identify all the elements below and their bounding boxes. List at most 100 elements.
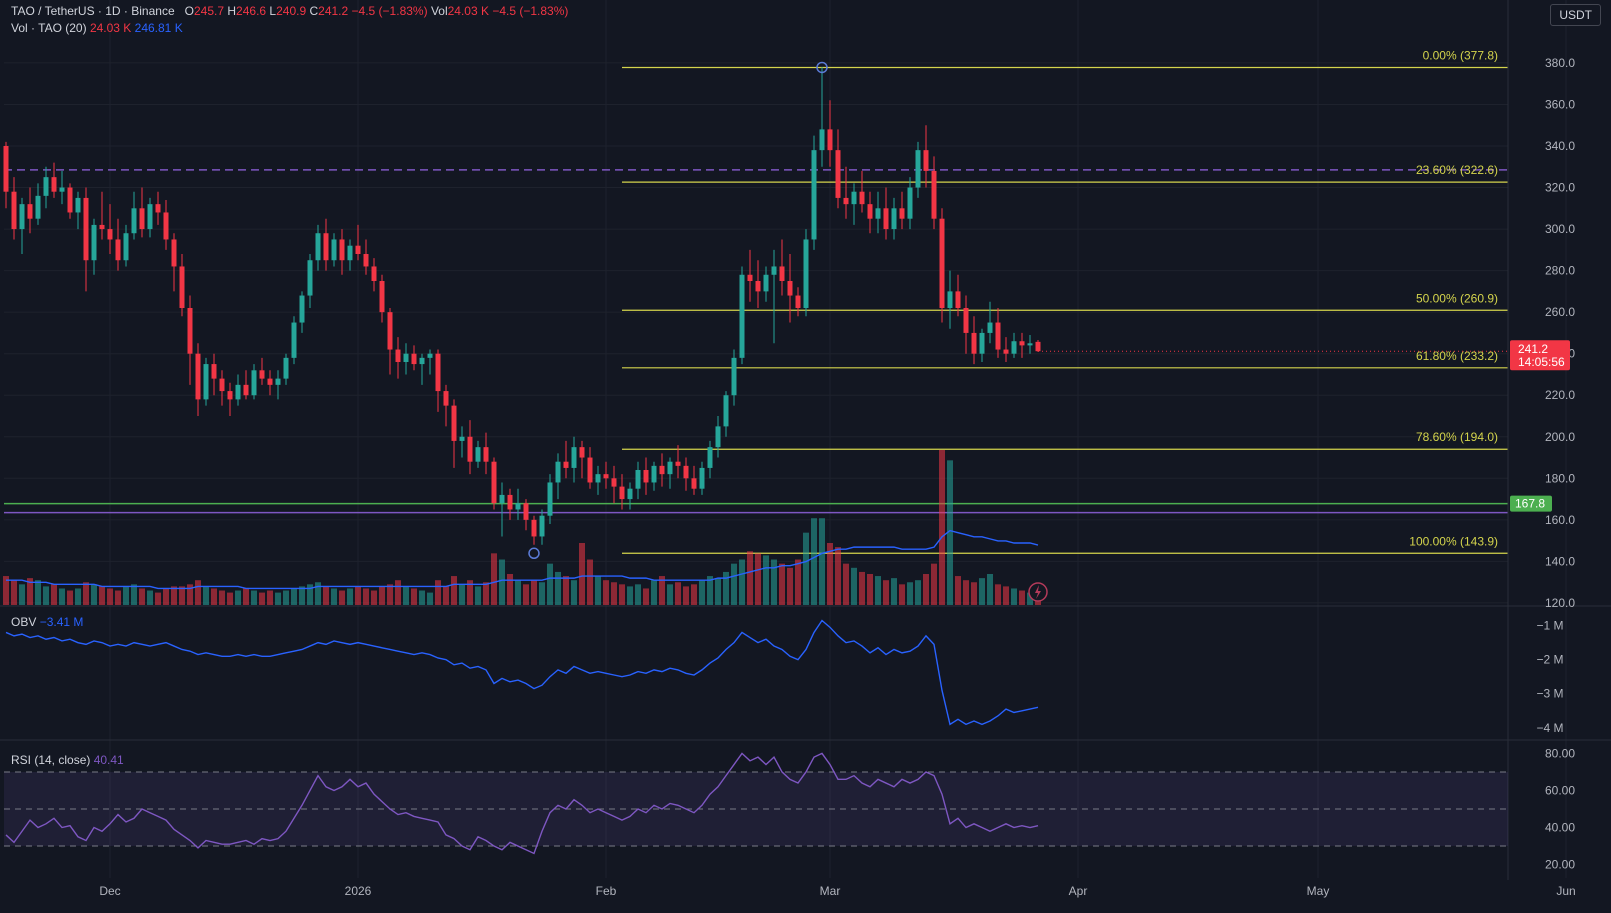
volume-ma-line	[6, 529, 1039, 590]
rsi-tick-label: 40.00	[1545, 821, 1575, 835]
candle-body	[307, 260, 313, 296]
candle-body	[291, 322, 297, 358]
volume-bar	[187, 584, 193, 605]
candle-body	[843, 197, 849, 205]
candle-body	[619, 486, 625, 500]
obv-legend[interactable]: OBV −3.41 M	[11, 614, 83, 630]
rsi-legend[interactable]: RSI (14, close) 40.41	[11, 752, 124, 768]
price-tick-label: 160.0	[1545, 513, 1575, 527]
volume-bar	[219, 590, 225, 605]
fibonacci-retracement[interactable]: 0.00% (377.8) 23.60% (322.6) 50.00% (260.9…	[622, 48, 1508, 554]
candle-body	[627, 488, 633, 500]
candle-body	[299, 295, 305, 323]
volume-bar	[451, 576, 457, 605]
candle-body	[523, 503, 529, 520]
candle-body	[1019, 341, 1025, 346]
volume-bar	[803, 532, 809, 605]
candle-body	[867, 204, 873, 219]
volume-bar	[579, 543, 585, 605]
volume-bar	[675, 582, 681, 605]
volume-bar	[1011, 588, 1017, 605]
candle-body	[219, 378, 225, 392]
volume-bar	[379, 586, 385, 605]
volume-bar	[827, 543, 833, 605]
volume-bar	[323, 586, 329, 605]
price-tick-label: 220.0	[1545, 388, 1575, 402]
volume-bar	[979, 578, 985, 605]
close-value: 241.2	[318, 4, 349, 18]
volume-bar	[987, 574, 993, 605]
candle-body	[99, 224, 105, 230]
symbol-legend[interactable]: TAO / TetherUS · 1D · Binance O245.7 H24…	[11, 3, 568, 19]
volume-legend[interactable]: Vol · TAO (20) 24.03 K 246.81 K	[11, 20, 183, 36]
candle-body	[331, 239, 337, 261]
volume-bar	[875, 576, 881, 605]
candle-body	[675, 461, 681, 466]
candle-body	[227, 391, 233, 400]
candle-body	[267, 378, 273, 385]
obv-tick-label: −4 M	[1536, 721, 1563, 735]
price-tick-label: 320.0	[1545, 181, 1575, 195]
volume-bar	[83, 582, 89, 605]
low-label: L	[269, 4, 277, 18]
candle-body	[699, 467, 705, 489]
volume-bar	[635, 584, 641, 605]
volume-bar	[723, 571, 729, 605]
volume-bar	[779, 563, 785, 605]
volume-bar	[731, 563, 737, 605]
volume-bar	[363, 588, 369, 605]
candle-body	[827, 129, 833, 151]
candle-body	[891, 208, 897, 230]
volume-bar	[619, 584, 625, 605]
candle-body	[475, 447, 481, 462]
price-tick-label: 260.0	[1545, 305, 1575, 319]
currency-button[interactable]: USDT	[1550, 4, 1601, 26]
candle-body	[379, 281, 385, 313]
volume-bar	[1003, 586, 1009, 605]
volume-bar	[667, 584, 673, 605]
volume-bar	[139, 588, 145, 605]
volume-bar	[611, 582, 617, 605]
candle-body	[491, 461, 497, 504]
volume-bar	[435, 580, 441, 605]
volume-bar	[747, 551, 753, 605]
volume-bar	[211, 588, 217, 605]
volume-bar	[659, 576, 665, 605]
volume-bar	[331, 588, 337, 605]
chart-markers	[528, 61, 1048, 602]
volume-bar	[787, 567, 793, 605]
candle-body	[451, 405, 457, 441]
candle-body	[635, 470, 641, 489]
volume-bar	[259, 592, 265, 605]
candle-body	[691, 478, 697, 489]
candle-body	[955, 291, 961, 308]
volume-bar	[867, 574, 873, 605]
candle-body	[27, 204, 33, 219]
candle-body	[907, 187, 913, 219]
volume-bar	[915, 580, 921, 605]
obv-label: OBV	[11, 615, 37, 629]
rsi-line	[5, 752, 1039, 855]
vol-label: Vol	[430, 4, 448, 18]
symbol-pair[interactable]: TAO / TetherUS · 1D · Binance	[11, 4, 175, 18]
candle-body	[547, 482, 553, 516]
candle-body	[115, 239, 121, 261]
candle-body	[763, 274, 769, 292]
candle-body	[499, 494, 505, 504]
candle-body	[771, 266, 777, 275]
obv-tick-label: −1 M	[1536, 619, 1563, 633]
volume-bar	[627, 586, 633, 605]
candle-body	[19, 204, 25, 230]
candle-body	[707, 447, 713, 468]
volume-bar	[67, 590, 73, 605]
volume-bar	[811, 518, 817, 605]
candle-body	[603, 474, 609, 479]
candle-body	[387, 312, 393, 350]
volume-bar	[707, 576, 713, 605]
volume-bar	[907, 582, 913, 605]
candle-body	[403, 353, 409, 362]
volume-bar	[11, 580, 17, 605]
fib-level-label: 23.60% (322.6)	[1416, 163, 1498, 177]
